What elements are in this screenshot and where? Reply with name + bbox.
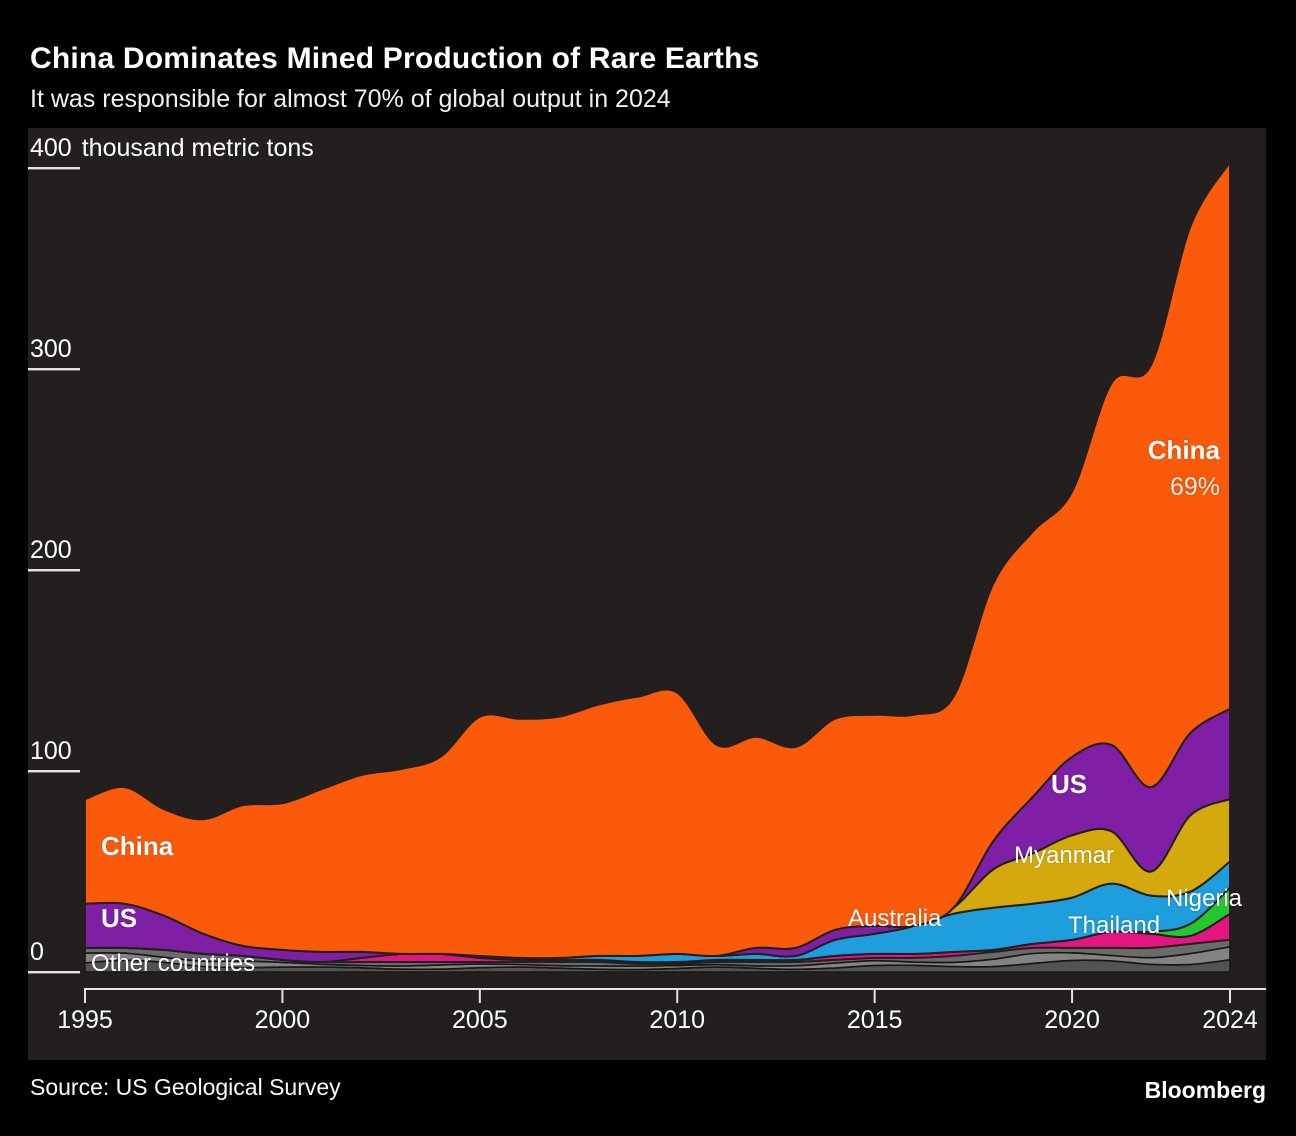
chart-label-myanmar: Myanmar [1014,842,1115,869]
chart-subtitle: It was responsible for almost 70% of glo… [30,85,671,113]
x-tick-line [281,988,284,1003]
x-axis-label: 2005 [452,1006,508,1034]
y-axis-unit: thousand metric tons [81,134,314,162]
chart-label-us: US [101,903,138,933]
chart-label-nigeria: Nigeria [1166,885,1243,912]
y-axis-label: 100 [30,737,72,765]
x-tick-line [478,988,481,1003]
chart-label-69-: 69% [1169,473,1220,501]
chart-title: China Dominates Mined Production of Rare… [30,42,760,75]
y-axis-label: 200 [30,536,72,564]
x-tick-line [1229,988,1231,1003]
chart-label-china: China [101,831,174,861]
source-note: Source: US Geological Survey [30,1074,341,1100]
y-tick-line [28,569,80,572]
x-axis-label: 2024 [1202,1006,1258,1034]
chart-label-us: US [1051,769,1088,799]
chart-label-other-countries: Other countries [91,950,256,977]
x-axis-label: 2000 [254,1006,311,1034]
bloomberg-logo: Bloomberg [1144,1077,1266,1103]
x-axis-label: 2020 [1044,1006,1100,1034]
chart-label-china: China [1147,435,1220,465]
x-axis-label: 2010 [649,1006,706,1034]
x-axis-label: 1995 [57,1006,113,1034]
y-axis-label: 300 [30,335,72,363]
x-axis-label: 2015 [846,1006,903,1034]
x-tick-line [676,988,679,1003]
y-tick-line [28,167,80,170]
y-tick-line [28,971,80,974]
y-axis-label: 0 [30,938,44,966]
x-tick-line [873,988,876,1003]
x-axis-line [85,988,1266,990]
y-tick-line [28,770,80,773]
y-axis-label: 400 thousand metric tons [30,134,314,162]
chart-label-australia: Australia [848,905,942,932]
x-tick-line [84,988,86,1003]
chart-label-thailand: Thailand [1068,912,1161,939]
area-china [84,161,1231,960]
y-tick-line [28,368,80,371]
x-tick-line [1071,988,1074,1003]
